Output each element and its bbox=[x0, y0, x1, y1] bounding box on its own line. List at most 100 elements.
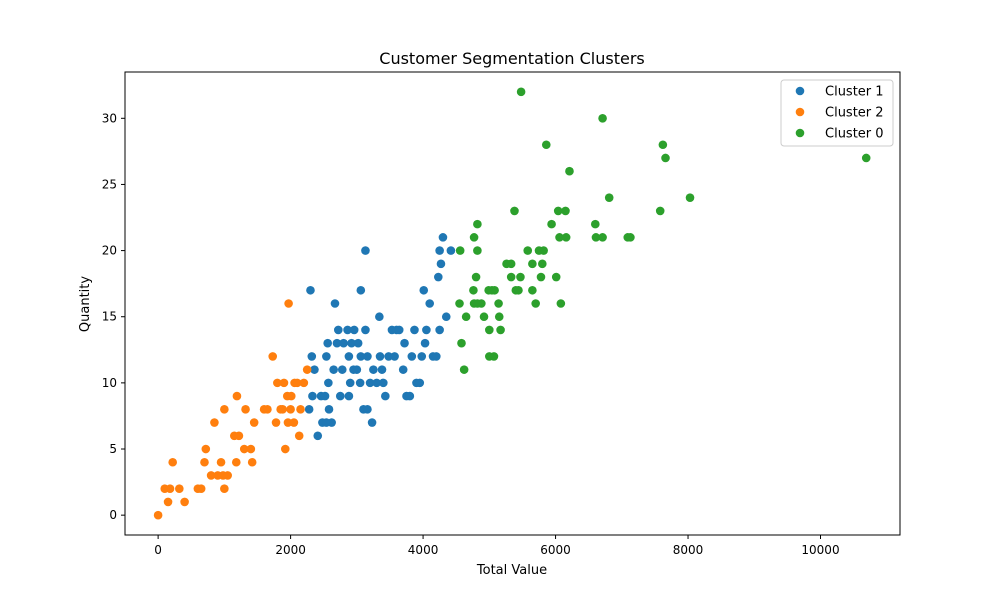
data-point bbox=[180, 497, 189, 507]
data-point bbox=[339, 338, 348, 348]
data-point bbox=[461, 312, 471, 322]
data-point bbox=[655, 206, 665, 216]
data-point bbox=[324, 405, 334, 414]
data-point bbox=[271, 418, 281, 427]
data-point bbox=[485, 325, 494, 335]
data-point bbox=[565, 166, 574, 176]
data-point bbox=[308, 391, 317, 401]
data-point bbox=[332, 338, 342, 348]
data-point bbox=[268, 352, 278, 361]
data-point bbox=[523, 246, 533, 255]
data-point bbox=[299, 378, 309, 388]
data-point bbox=[551, 272, 561, 282]
series-cluster-0 bbox=[455, 87, 871, 374]
data-point bbox=[435, 246, 444, 255]
data-point bbox=[292, 378, 302, 388]
data-point bbox=[310, 365, 319, 374]
data-point bbox=[471, 272, 481, 282]
data-point bbox=[304, 405, 314, 414]
data-point bbox=[400, 338, 409, 348]
data-point bbox=[307, 352, 317, 361]
data-point bbox=[363, 405, 372, 414]
legend-label: Cluster 1 bbox=[825, 85, 884, 100]
data-point bbox=[247, 457, 257, 467]
data-point bbox=[356, 285, 366, 295]
data-point bbox=[455, 299, 464, 308]
data-point bbox=[322, 418, 331, 427]
y-tick-label: 10 bbox=[102, 376, 117, 390]
legend-marker bbox=[795, 86, 805, 96]
data-point bbox=[306, 285, 315, 295]
data-point bbox=[434, 272, 443, 282]
data-point bbox=[553, 206, 563, 216]
data-point bbox=[384, 352, 393, 361]
data-point bbox=[417, 352, 427, 361]
data-point bbox=[278, 405, 287, 414]
data-point bbox=[280, 444, 290, 454]
data-point bbox=[420, 338, 430, 348]
data-point bbox=[377, 365, 387, 374]
data-point bbox=[547, 219, 556, 229]
data-point bbox=[232, 391, 242, 401]
data-point bbox=[539, 246, 548, 255]
data-point bbox=[398, 365, 408, 374]
data-point bbox=[469, 233, 479, 242]
data-point bbox=[322, 352, 331, 361]
data-point bbox=[165, 484, 175, 494]
y-tick-label: 25 bbox=[102, 177, 117, 191]
data-point bbox=[355, 378, 365, 388]
data-point bbox=[516, 272, 525, 282]
data-point bbox=[246, 444, 256, 454]
data-point bbox=[561, 206, 570, 216]
data-point bbox=[484, 285, 493, 295]
series-cluster-1 bbox=[304, 233, 456, 441]
data-point bbox=[220, 405, 229, 414]
data-point bbox=[490, 285, 499, 295]
data-point bbox=[363, 352, 372, 361]
x-axis-label: Total Value bbox=[476, 563, 547, 578]
plot-area-frame bbox=[124, 71, 901, 536]
data-point bbox=[438, 233, 448, 242]
y-tick-label: 5 bbox=[109, 442, 117, 456]
data-point bbox=[473, 219, 482, 229]
data-point bbox=[273, 378, 282, 388]
data-point bbox=[323, 338, 332, 348]
data-point bbox=[241, 405, 250, 414]
data-point bbox=[379, 378, 388, 388]
data-point bbox=[407, 352, 417, 361]
data-point bbox=[289, 418, 299, 427]
data-point bbox=[561, 233, 571, 242]
data-point bbox=[223, 471, 232, 480]
data-point bbox=[347, 338, 356, 348]
data-point bbox=[175, 484, 184, 494]
data-point bbox=[479, 312, 489, 322]
data-point bbox=[344, 352, 354, 361]
data-point bbox=[349, 325, 359, 335]
data-point bbox=[419, 285, 429, 295]
data-point bbox=[516, 87, 526, 97]
data-point bbox=[337, 365, 347, 374]
x-axis: 0 2000 4000 6000 8000 10000 bbox=[154, 535, 840, 557]
legend-label: Cluster 0 bbox=[825, 127, 884, 142]
data-point bbox=[489, 352, 499, 361]
y-tick-label: 0 bbox=[109, 508, 117, 522]
x-tick-label: 6000 bbox=[540, 543, 571, 557]
data-point bbox=[234, 431, 244, 441]
data-point bbox=[220, 484, 229, 494]
data-point bbox=[506, 272, 516, 282]
data-point bbox=[345, 378, 355, 388]
data-point bbox=[457, 338, 466, 348]
x-tick-label: 10000 bbox=[801, 543, 839, 557]
data-point bbox=[365, 378, 375, 388]
data-point bbox=[436, 259, 446, 269]
data-point bbox=[294, 431, 304, 441]
data-point bbox=[329, 365, 338, 374]
data-point bbox=[432, 352, 441, 361]
data-point bbox=[473, 246, 482, 255]
x-tick-label: 0 bbox=[154, 543, 162, 557]
data-point bbox=[494, 312, 504, 322]
x-tick-label: 4000 bbox=[408, 543, 439, 557]
data-point bbox=[541, 140, 551, 150]
data-point bbox=[446, 246, 456, 255]
data-point bbox=[367, 418, 377, 427]
